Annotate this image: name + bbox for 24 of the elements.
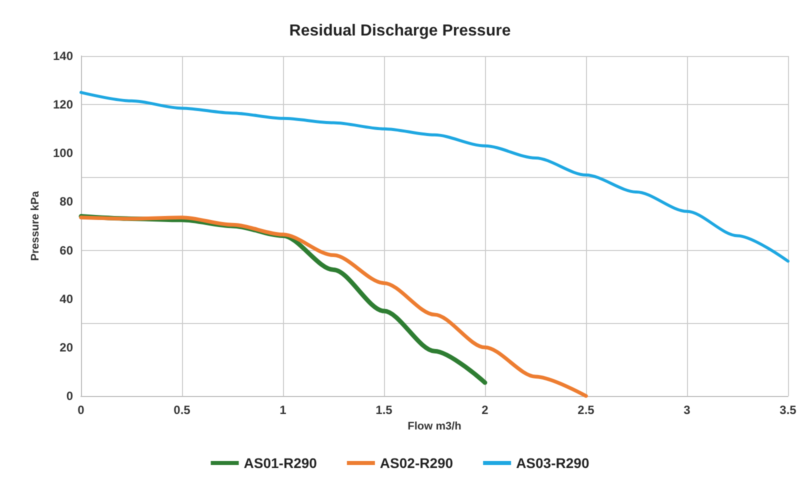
x-tick-label: 1.5: [376, 403, 393, 417]
legend-label: AS03-R290: [516, 455, 590, 471]
x-axis-title: Flow m3/h: [408, 420, 462, 432]
line-series: [79, 216, 588, 398]
y-tick-label: 60: [60, 243, 74, 258]
x-tick-label: 0.5: [174, 403, 191, 417]
y-tick-label: 140: [52, 49, 74, 63]
line-series: [80, 90, 790, 263]
y-tick-label: 40: [60, 292, 74, 306]
y-tick-label: 80: [60, 194, 74, 209]
x-tick-label: 1: [280, 403, 287, 417]
y-tick-label: 120: [52, 98, 74, 112]
chart-title: Residual Discharge Pressure: [289, 22, 511, 40]
legend-label: AS02-R290: [380, 455, 454, 471]
y-tick-label: 20: [60, 340, 74, 354]
y-tick-label: 100: [52, 146, 74, 160]
y-axis-title: Pressure kPa: [30, 190, 42, 261]
legend-label: AS01-R290: [244, 455, 318, 471]
x-tick-label: 2: [482, 403, 489, 417]
x-tick-label: 0: [78, 403, 85, 417]
x-tick-label: 2.5: [578, 403, 595, 417]
y-tick-label: 0: [66, 389, 74, 403]
x-tick-label: 3: [684, 403, 691, 417]
x-tick-label: 3.5: [780, 403, 797, 417]
